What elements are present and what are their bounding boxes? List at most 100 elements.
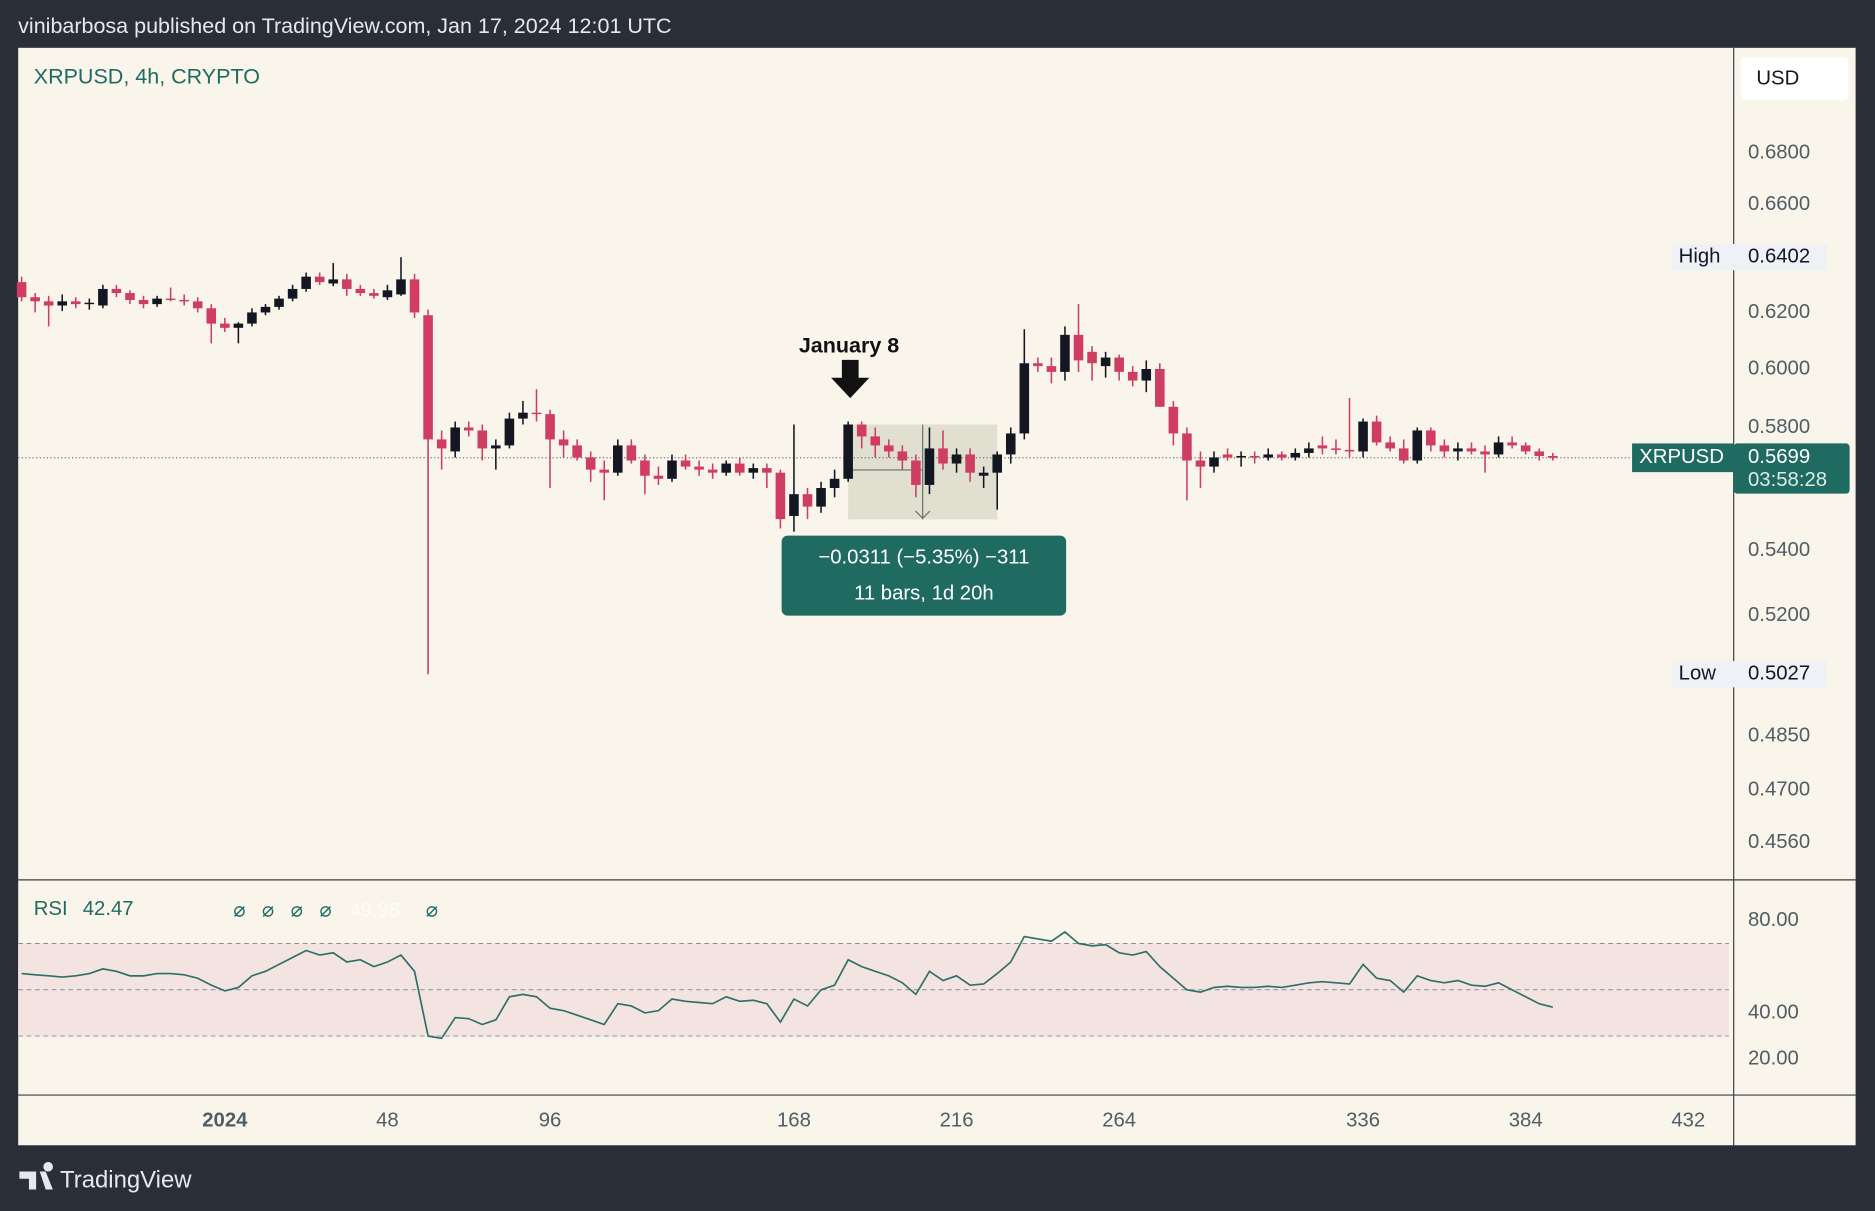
rsi-label: RSI xyxy=(34,898,68,920)
rsi-param: ⌀ xyxy=(233,899,245,921)
candle-body xyxy=(1100,357,1111,367)
low-label-bg xyxy=(1671,661,1827,688)
measure-bars: 11 bars, 1d 20h xyxy=(854,583,994,605)
candle-body xyxy=(1412,430,1423,461)
candle-body xyxy=(762,468,772,473)
candle-body xyxy=(1480,451,1490,455)
candle-body xyxy=(585,457,596,470)
y-tick-label: 0.4560 xyxy=(1748,831,1810,853)
candle-body xyxy=(1344,449,1355,452)
candle-body xyxy=(1182,433,1192,461)
candle-body xyxy=(694,466,704,470)
candle-body xyxy=(518,412,528,419)
candle-body xyxy=(1426,430,1436,446)
candle-body xyxy=(734,463,745,473)
candle-body xyxy=(707,469,718,473)
candle-body xyxy=(599,469,610,473)
candle-body xyxy=(287,288,298,299)
candle-body xyxy=(125,293,135,300)
measure-delta: −0.0311 (−5.35%) −311 xyxy=(818,547,1029,569)
x-tick-label: 96 xyxy=(539,1110,562,1132)
candle-body xyxy=(382,290,393,298)
candle-body xyxy=(829,478,840,489)
candle-body xyxy=(1209,457,1219,467)
rsi-param: ⌀ xyxy=(262,899,274,921)
candle-body xyxy=(870,436,881,446)
candle-body xyxy=(1371,421,1382,443)
candle-body xyxy=(260,306,271,313)
candle-body xyxy=(477,430,488,449)
candle-body xyxy=(165,298,176,301)
candle-body xyxy=(274,298,284,307)
candle-body xyxy=(1290,452,1301,458)
last-price-name: XRPUSD xyxy=(1639,446,1724,468)
x-tick-label: 336 xyxy=(1346,1110,1380,1132)
high-value: 0.6402 xyxy=(1748,246,1810,268)
candle-body xyxy=(463,427,474,431)
price-pane xyxy=(16,257,1734,675)
candle-body xyxy=(748,468,759,473)
measure-tooltip xyxy=(781,535,1067,616)
annotation: January 8 xyxy=(799,333,899,357)
candle-body xyxy=(789,494,799,516)
candle-body xyxy=(16,282,27,298)
x-tick-label: 48 xyxy=(376,1110,399,1132)
candle-body xyxy=(504,418,515,446)
countdown: 03:58:28 xyxy=(1748,469,1827,491)
candle-body xyxy=(220,323,230,328)
x-tick-label: 384 xyxy=(1509,1110,1543,1132)
candle-body xyxy=(369,293,379,296)
y-tick-label: 0.6000 xyxy=(1748,357,1810,379)
candle-body xyxy=(247,312,257,324)
candle-body xyxy=(423,315,433,440)
candle-body xyxy=(301,276,311,289)
candle-body xyxy=(98,288,108,306)
candle-body xyxy=(1060,334,1070,372)
logo-icon xyxy=(19,1161,53,1190)
y-tick-label: 0.5800 xyxy=(1748,416,1810,438)
rsi-param: ⌀ xyxy=(426,899,438,921)
candle-body xyxy=(1127,371,1138,381)
candle-body xyxy=(1168,406,1179,434)
candle-body xyxy=(396,279,406,295)
candle-body xyxy=(206,308,217,324)
candle-body xyxy=(924,448,935,485)
candle-body xyxy=(1114,357,1124,372)
candle-body xyxy=(152,298,162,305)
candle-body xyxy=(138,299,149,305)
candle-body xyxy=(111,288,122,294)
candle-body xyxy=(1439,445,1450,452)
candle-body xyxy=(1453,448,1463,452)
candle-body xyxy=(1507,442,1517,446)
candle-body xyxy=(192,301,203,309)
rsi-param: ⌀ xyxy=(319,899,331,921)
high-label: High xyxy=(1679,246,1721,268)
candle-body xyxy=(667,460,677,479)
candle-body xyxy=(436,439,447,449)
y-tick-label: 0.6200 xyxy=(1748,301,1810,323)
y-tick-label: 0.6800 xyxy=(1748,141,1810,163)
rsi-line xyxy=(21,930,1554,1040)
candle-body xyxy=(802,494,813,507)
candle-body xyxy=(1331,448,1341,450)
candle-body xyxy=(1547,455,1558,458)
last-price-tag xyxy=(1632,443,1734,473)
rsi-tick-label: 20.00 xyxy=(1748,1048,1799,1070)
candle-body xyxy=(572,445,582,458)
candle-body xyxy=(70,301,81,305)
candle-body xyxy=(328,279,339,284)
x-tick-label: 264 xyxy=(1102,1110,1136,1132)
candle-body xyxy=(1005,433,1016,455)
candle-body xyxy=(1317,445,1328,449)
rsi-param: ⌀ xyxy=(291,899,303,921)
rsi-tick-label: 40.00 xyxy=(1748,1001,1799,1023)
candle-body xyxy=(1398,448,1409,461)
x-tick-label: 216 xyxy=(940,1110,974,1132)
candle-body xyxy=(1358,421,1368,452)
candle-body xyxy=(314,276,325,283)
candle-body xyxy=(491,445,501,449)
candle-body xyxy=(233,323,244,328)
y-tick-label: 0.5200 xyxy=(1748,604,1810,626)
candle-body xyxy=(1033,363,1043,367)
candle-body xyxy=(1019,363,1030,434)
